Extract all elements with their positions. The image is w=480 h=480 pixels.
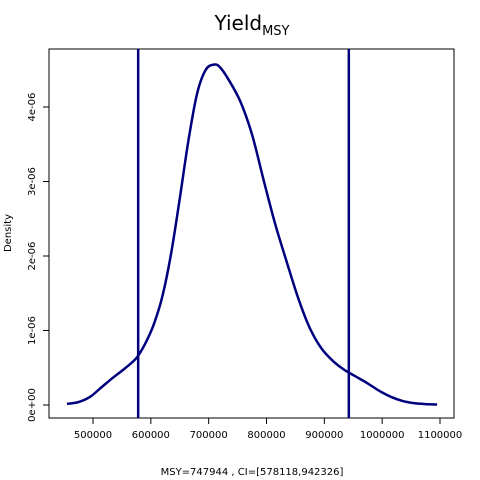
chart-title: YieldMSY: [213, 11, 289, 39]
plot-frame: [48, 48, 455, 419]
y-tick-label: 2e-06: [27, 242, 38, 271]
x-tick-label: 900000: [305, 430, 343, 441]
chart-title-subscript: MSY: [262, 24, 289, 39]
plot-layer: [66, 49, 438, 418]
y-tick-label: 3e-06: [27, 167, 38, 196]
y-tick-label: 1e-06: [27, 316, 38, 345]
x-tick-label: 1000000: [360, 430, 405, 441]
density-curve: [66, 63, 438, 406]
x-axis: 500000 600000 700000 800000 900000 1000000 110…: [74, 417, 463, 441]
chart-title-main: Yield: [213, 11, 262, 35]
x-tick-label: 1100000: [418, 430, 463, 441]
x-axis-label: MSY=747944 , CI=[578118,942326]: [161, 467, 344, 478]
y-axis: 0e+00 1e-06 2e-06 3e-06 4e-06: [27, 93, 50, 422]
y-tick-label: 0e+00: [27, 388, 38, 422]
y-tick-label: 4e-06: [27, 93, 38, 122]
x-tick-label: 500000: [74, 430, 112, 441]
x-tick-label: 800000: [247, 430, 285, 441]
y-axis-label: Density: [3, 214, 14, 252]
x-tick-label: 600000: [132, 430, 170, 441]
x-tick-label: 700000: [190, 430, 228, 441]
